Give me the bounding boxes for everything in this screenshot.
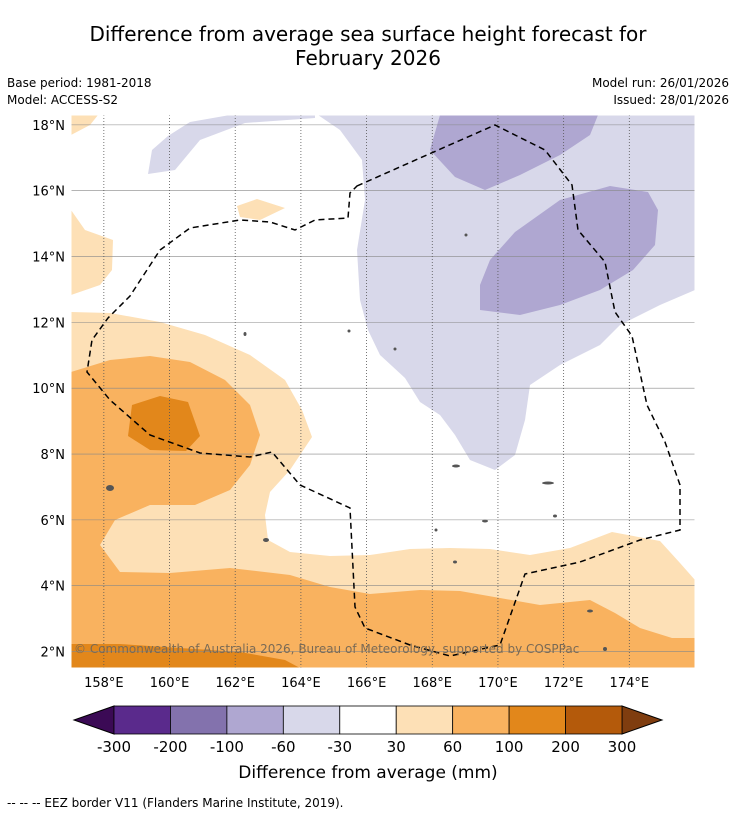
x-axis-labels: 158°E 160°E 162°E 164°E 166°E 168°E 170°E 172°E… — [84, 676, 649, 691]
colorbar-tick-label: -300 — [97, 738, 131, 756]
colorbar-segment — [226, 705, 284, 735]
island — [542, 481, 554, 485]
x-tick-label: 172°E — [544, 676, 584, 691]
colorbar-tick-label: 200 — [551, 738, 580, 756]
region-100-200-west — [128, 396, 200, 451]
x-tick-label: 162°E — [215, 676, 255, 691]
colorbar-segment — [395, 705, 454, 735]
copyright-text: © Commonwealth of Australia 2026, Bureau… — [74, 642, 579, 656]
island — [393, 347, 397, 351]
colorbar-tick-label: 30 — [387, 738, 406, 756]
colorbar-tick-labels: -300 -200 -100 -60 -30 30 60 100 200 300 — [97, 738, 636, 756]
x-tick-label: 174°E — [610, 676, 650, 691]
island — [243, 332, 247, 336]
colorbar-tick-label: 300 — [608, 738, 637, 756]
y-tick-label: 8°N — [41, 448, 66, 463]
meta-left: Base period: 1981-2018 Model: ACCESS-S2 — [7, 75, 152, 109]
x-tick-label: 170°E — [478, 676, 518, 691]
colorbar-over-triangle — [621, 705, 664, 735]
island — [553, 514, 557, 518]
colorbar-tick-label: -60 — [271, 738, 296, 756]
colorbar-segment — [339, 705, 397, 735]
colorbar-tick-label: -100 — [210, 738, 244, 756]
colorbar-segment — [282, 705, 341, 735]
island — [482, 519, 488, 523]
eez-legend-note: -- -- -- EEZ border V11 (Flanders Marine… — [7, 796, 344, 810]
island — [464, 233, 468, 237]
island — [587, 609, 593, 613]
y-tick-label: 6°N — [41, 514, 66, 529]
colorbar-tick-label: 100 — [495, 738, 524, 756]
model-run: Model run: 26/01/2026 — [591, 76, 729, 90]
x-tick-label: 168°E — [412, 676, 452, 691]
region-30-60-islet — [237, 199, 285, 220]
y-tick-label: 2°N — [41, 646, 66, 661]
colorbar-under-triangle — [72, 705, 115, 735]
islands — [106, 233, 607, 651]
x-tick-label: 164°E — [281, 676, 321, 691]
colorbar-tick-label: -30 — [328, 738, 353, 756]
colorbar-segment — [508, 705, 566, 735]
model-name: Model: ACCESS-S2 — [7, 93, 119, 107]
colorbar-segment — [452, 705, 510, 735]
x-tick-label: 158°E — [84, 676, 124, 691]
island — [434, 528, 438, 532]
y-tick-label: 14°N — [32, 251, 65, 266]
island — [603, 647, 607, 651]
colorbar — [72, 705, 664, 735]
y-tick-label: 18°N — [32, 119, 65, 134]
x-tick-label: 160°E — [150, 676, 190, 691]
region-30-60-northwest — [71, 210, 113, 295]
island — [263, 538, 269, 542]
issued-date: Issued: 28/01/2026 — [613, 93, 729, 107]
title-line-2: February 2026 — [295, 46, 441, 70]
region-neg30-60-north — [148, 115, 315, 174]
y-axis-labels: 2°N 4°N 6°N 8°N 10°N 12°N 14°N 16°N 18°N — [32, 119, 65, 661]
colorbar-segment — [113, 705, 171, 735]
map-area — [71, 115, 695, 668]
base-period: Base period: 1981-2018 — [7, 76, 152, 90]
meta-right: Model run: 26/01/2026 Issued: 28/01/2026 — [592, 75, 729, 109]
island — [347, 329, 351, 333]
colorbar-tick-label: 60 — [443, 738, 462, 756]
island — [453, 560, 457, 564]
region-100-200-south — [71, 644, 300, 668]
region-60-100-main — [71, 356, 695, 668]
gridlines — [71, 115, 695, 668]
region-neg60-100-east — [480, 186, 658, 315]
colorbar-segment — [170, 705, 228, 735]
island — [452, 464, 460, 468]
y-tick-label: 16°N — [32, 185, 65, 200]
eez-border — [86, 124, 681, 657]
title-line-1: Difference from average sea surface heig… — [89, 22, 647, 46]
y-tick-label: 12°N — [32, 316, 65, 331]
island — [106, 485, 114, 491]
y-tick-label: 4°N — [41, 580, 66, 595]
chart-title: Difference from average sea surface heig… — [0, 22, 736, 70]
x-tick-label: 166°E — [347, 676, 387, 691]
colorbar-tick-label: -200 — [153, 738, 187, 756]
colorbar-label: Difference from average (mm) — [238, 763, 497, 783]
y-tick-label: 10°N — [32, 382, 65, 397]
colorbar-segment — [565, 705, 623, 735]
region-neg60-100-north — [430, 115, 598, 190]
map-frame — [70, 114, 696, 669]
